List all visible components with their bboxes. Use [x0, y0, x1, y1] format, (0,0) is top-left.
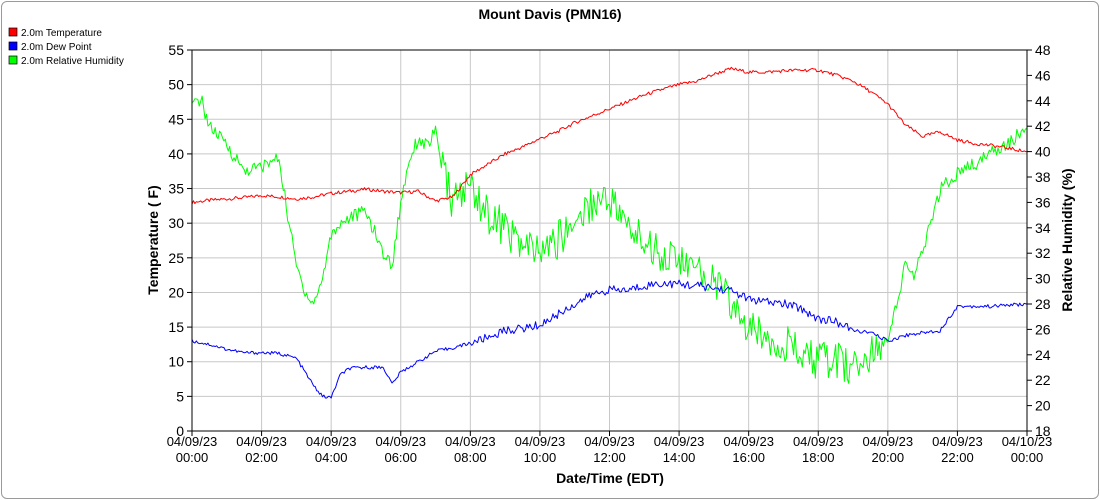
y-right-tick-label: 22 — [1035, 372, 1051, 388]
y-axis-right-label: Relative Humidity (%) — [1059, 168, 1075, 311]
y-right-tick-label: 26 — [1035, 321, 1051, 337]
y-right-tick-label: 44 — [1035, 93, 1051, 109]
x-tick-date: 04/09/23 — [375, 434, 426, 449]
y-right-tick-label: 42 — [1035, 118, 1051, 134]
x-tick-date: 04/09/23 — [584, 434, 635, 449]
x-tick-time: 06:00 — [384, 450, 417, 465]
x-tick-date: 04/09/23 — [723, 434, 774, 449]
y-left-tick-label: 0 — [176, 423, 184, 439]
legend-swatch — [8, 27, 18, 37]
x-tick-date: 04/09/23 — [515, 434, 566, 449]
y-right-tick-label: 24 — [1035, 347, 1051, 363]
legend-swatch — [8, 41, 18, 51]
y-left-tick-label: 35 — [168, 181, 184, 197]
chart-title: Mount Davis (PMN16) — [478, 6, 621, 22]
y-right-tick-label: 48 — [1035, 42, 1051, 58]
series-line-2-0m-dew-point — [191, 279, 1028, 399]
x-tick-time: 00:00 — [1011, 450, 1044, 465]
y-right-tick-label: 20 — [1035, 398, 1051, 414]
x-tick-time: 16:00 — [732, 450, 765, 465]
series-line-2-0m-relative-humidity — [191, 95, 1028, 384]
y-left-tick-label: 30 — [168, 215, 184, 231]
x-tick-date: 04/09/23 — [445, 434, 496, 449]
y-axis-left-label: Temperature ( F) — [145, 185, 161, 294]
y-right-tick-label: 18 — [1035, 423, 1051, 439]
x-tick-date: 04/09/23 — [793, 434, 844, 449]
y-left-tick-label: 25 — [168, 250, 184, 266]
x-tick-time: 12:00 — [593, 450, 626, 465]
x-tick-date: 04/09/23 — [236, 434, 287, 449]
legend-label: 2.0m Temperature — [21, 28, 102, 39]
series-layer — [191, 66, 1028, 399]
y-right-tick-label: 38 — [1035, 169, 1051, 185]
x-tick-time: 22:00 — [941, 450, 974, 465]
x-tick-date: 04/09/23 — [863, 434, 914, 449]
legend-label: 2.0m Dew Point — [21, 42, 92, 53]
axes: 0 5 10 15 20 25 30 35 40 45 50 55 18 20 22 24 26 28 30 32 34… — [167, 42, 1053, 465]
y-left-tick-label: 45 — [168, 111, 184, 127]
x-tick-time: 00:00 — [176, 450, 209, 465]
y-left-tick-label: 10 — [168, 354, 184, 370]
legend: 2.0m Temperature 2.0m Dew Point 2.0m Relat… — [8, 27, 124, 67]
x-tick-time: 10:00 — [524, 450, 557, 465]
x-tick-date: 04/09/23 — [932, 434, 983, 449]
x-tick-time: 04:00 — [315, 450, 348, 465]
y-right-tick-label: 36 — [1035, 194, 1051, 210]
y-left-tick-label: 50 — [168, 77, 184, 93]
y-right-tick-label: 34 — [1035, 220, 1051, 236]
x-tick-date: 04/09/23 — [306, 434, 357, 449]
grid — [191, 49, 1028, 432]
y-left-tick-label: 20 — [168, 284, 184, 300]
x-tick-time: 14:00 — [663, 450, 696, 465]
series-line-2-0m-temperature — [191, 66, 1028, 205]
y-right-tick-label: 28 — [1035, 296, 1051, 312]
x-tick-date: 04/09/23 — [654, 434, 705, 449]
x-tick-date: 04/09/23 — [167, 434, 218, 449]
legend-swatch — [8, 55, 18, 65]
y-right-tick-label: 30 — [1035, 271, 1051, 287]
x-tick-time: 02:00 — [245, 450, 278, 465]
x-axis-label: Date/Time (EDT) — [556, 470, 664, 486]
y-left-tick-label: 55 — [168, 42, 184, 58]
y-right-tick-label: 40 — [1035, 144, 1051, 160]
x-tick-date: 04/10/23 — [1002, 434, 1053, 449]
x-tick-time: 18:00 — [802, 450, 835, 465]
y-right-tick-label: 32 — [1035, 245, 1051, 261]
legend-label: 2.0m Relative Humidity — [21, 56, 124, 67]
y-left-tick-label: 15 — [168, 319, 184, 335]
y-right-tick-label: 46 — [1035, 67, 1051, 83]
x-tick-time: 20:00 — [872, 450, 905, 465]
y-left-tick-label: 5 — [176, 388, 184, 404]
y-left-tick-label: 40 — [168, 146, 184, 162]
x-tick-time: 08:00 — [454, 450, 487, 465]
